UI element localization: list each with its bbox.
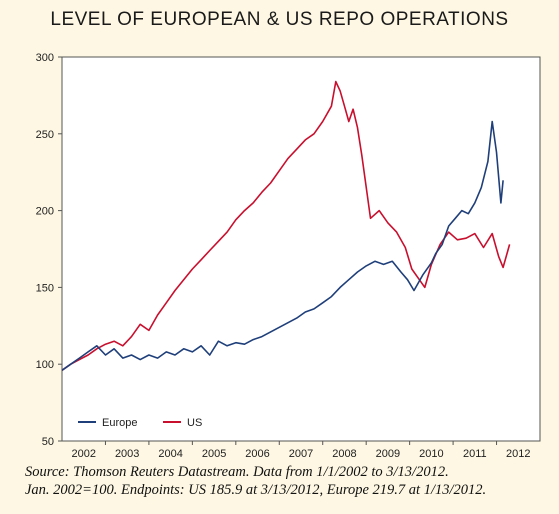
x-tick-label: 2004 [158, 448, 182, 460]
x-tick-label: 2003 [115, 448, 139, 460]
x-tick-label: 2012 [506, 448, 530, 460]
legend-label-us: US [187, 417, 202, 429]
source-line-1: Source: Thomson Reuters Datastream. Data… [25, 464, 449, 480]
series-line-europe [61, 120, 504, 371]
x-tick-label: 2007 [289, 448, 313, 460]
axes: 50 100 150 200 250 300 2002 2003 2004 2005 2006 200… [36, 52, 541, 460]
y-tick-label: 50 [42, 436, 54, 448]
y-tick-label: 150 [36, 282, 54, 294]
x-tick-label: 2009 [376, 448, 400, 460]
legend: Europe US [78, 417, 202, 429]
y-tick-label: 250 [36, 129, 54, 141]
source-note: Source: Thomson Reuters Datastream. Data… [25, 463, 555, 499]
chart-title: LEVEL OF EUROPEAN & US REPO OPERATIONS [50, 9, 509, 30]
legend-label-europe: Europe [102, 417, 137, 429]
y-tick-label: 300 [36, 52, 54, 64]
x-tick-label: 2008 [332, 448, 356, 460]
x-tick-label: 2002 [71, 448, 95, 460]
x-tick-label: 2005 [202, 448, 226, 460]
y-tick-label: 200 [36, 206, 54, 218]
x-tick-label: 2006 [245, 448, 269, 460]
x-tick-label: 2011 [463, 448, 487, 460]
series-layer [61, 80, 511, 371]
plot-area [61, 56, 541, 442]
x-tick-label: 2010 [419, 448, 443, 460]
y-tick-label: 100 [36, 359, 54, 371]
source-line-2: Jan. 2002=100. Endpoints: US 185.9 at 3/… [25, 482, 487, 498]
